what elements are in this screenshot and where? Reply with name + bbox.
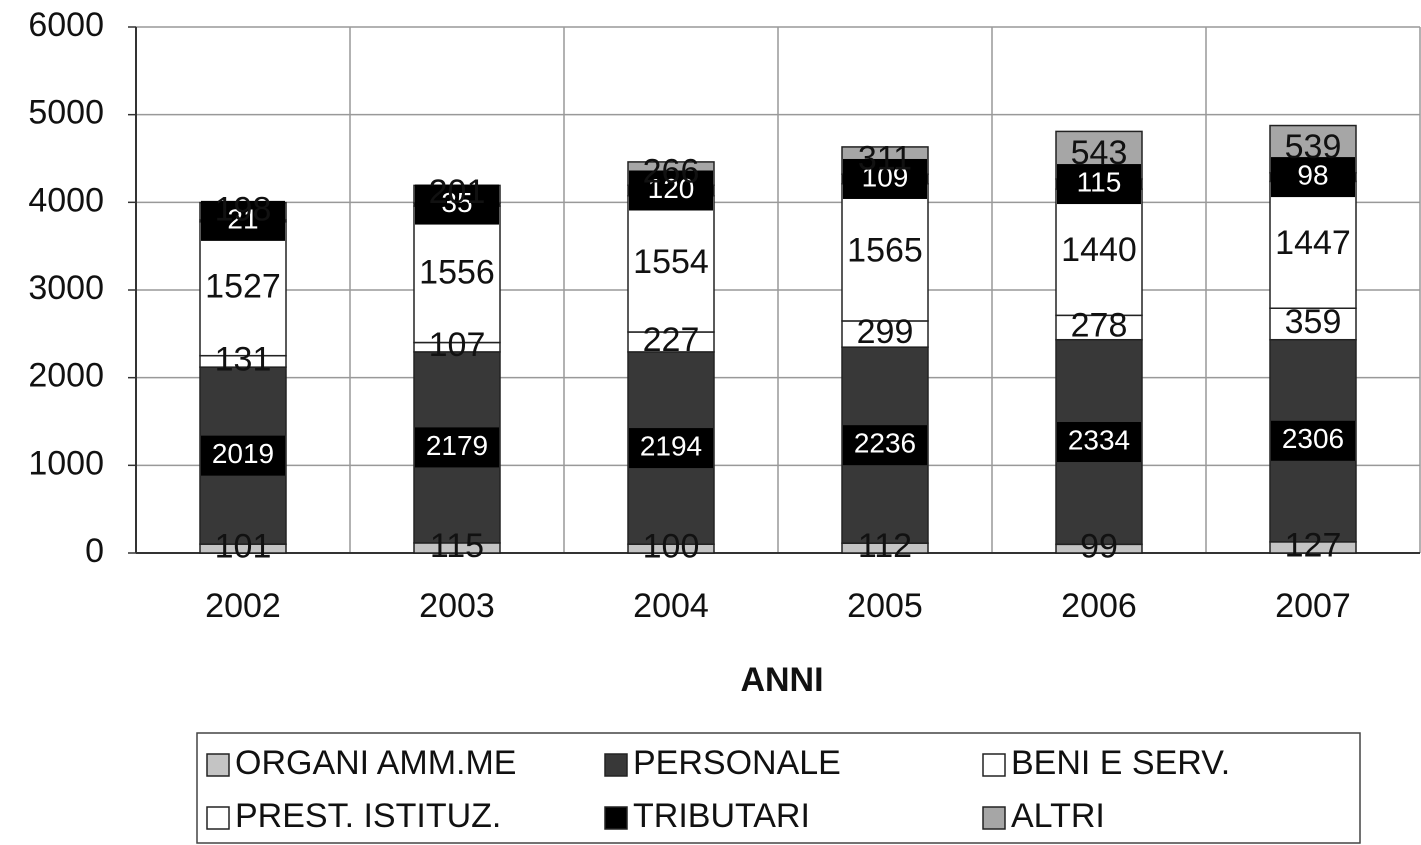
value-label: 278 [1071,307,1128,345]
value-label: 109 [862,161,909,192]
x-tick-label: 2005 [847,587,923,625]
value-label: 1440 [1061,231,1137,269]
value-label: 112 [858,527,912,565]
legend-label: ALTRI [1011,797,1105,835]
y-tick-label: 3000 [28,269,104,307]
value-label: 543 [1071,134,1128,172]
legend-label: ORGANI AMM.ME [235,744,516,782]
x-tick-label: 2007 [1275,587,1351,625]
x-tick-label: 2002 [205,587,281,625]
x-axis-title: ANNI [740,661,823,699]
value-label-bg [843,158,927,199]
value-label: 115 [430,527,484,565]
y-tick-label: 0 [85,532,104,570]
value-label: 1527 [205,268,281,306]
bar-segment [627,195,715,333]
value-label: 2236 [854,428,916,459]
value-label: 539 [1285,128,1342,166]
value-label: 198 [215,190,272,228]
bar-segment [199,221,287,357]
value-label: 1565 [847,231,923,269]
value-label-bg [1057,164,1141,205]
value-label: 99 [1080,528,1118,566]
bar-segment [413,205,501,344]
y-tick-label: 1000 [28,444,104,482]
legend-label: TRIBUTARI [633,797,810,835]
value-label-bg [629,428,713,469]
x-tick-label: 2004 [633,587,709,625]
value-label: 35 [441,187,472,218]
value-label-bg [843,425,927,466]
value-label: 227 [643,321,700,359]
legend-label: PREST. ISTITUZ. [235,797,501,835]
y-tick-label: 5000 [28,94,104,132]
value-label: 127 [1285,526,1342,564]
x-tick-label: 2003 [419,587,495,625]
value-label-bg [201,200,285,241]
value-label: 2019 [212,438,274,469]
value-label: 98 [1297,159,1328,190]
value-label: 2194 [640,430,702,461]
value-label-bg [415,184,499,225]
value-label: 107 [429,326,486,364]
value-label-bg [201,435,285,476]
legend-label: BENI E SERV. [1011,744,1230,782]
value-label: 21 [227,203,258,234]
value-label: 311 [858,140,912,178]
legend-swatch [604,806,628,830]
value-label: 1556 [419,253,495,291]
value-label: 2334 [1068,424,1130,455]
y-tick-label: 6000 [28,6,104,44]
legend-swatch [982,806,1006,830]
bar-segment [1269,180,1357,309]
value-label: 201 [429,173,486,211]
value-label-bg [1057,422,1141,463]
x-tick-label: 2006 [1061,587,1137,625]
legend-label: PERSONALE [633,744,841,782]
value-label: 1554 [633,243,709,281]
y-tick-label: 2000 [28,357,104,395]
legend-swatch [982,753,1006,777]
legend-swatch [604,753,628,777]
value-label: 1447 [1275,224,1351,262]
bar-segment [1269,307,1357,341]
value-label: 101 [215,528,272,566]
value-label-bg [629,170,713,211]
bar-segment [841,182,929,322]
value-label-bg [415,427,499,468]
legend-box [196,732,1361,844]
y-tick-label: 4000 [28,181,104,219]
value-label: 115 [1077,166,1122,197]
value-label-bg [1271,157,1355,198]
value-label-bg [1271,420,1355,461]
value-label: 359 [1285,303,1342,341]
value-label: 131 [215,340,272,378]
value-label: 2179 [426,430,488,461]
value-label: 100 [643,528,700,566]
value-label: 299 [857,313,914,351]
value-label: 2306 [1282,423,1344,454]
legend-swatch [206,753,230,777]
value-label: 120 [648,173,695,204]
value-label: 266 [643,153,700,191]
legend-swatch [206,806,230,830]
